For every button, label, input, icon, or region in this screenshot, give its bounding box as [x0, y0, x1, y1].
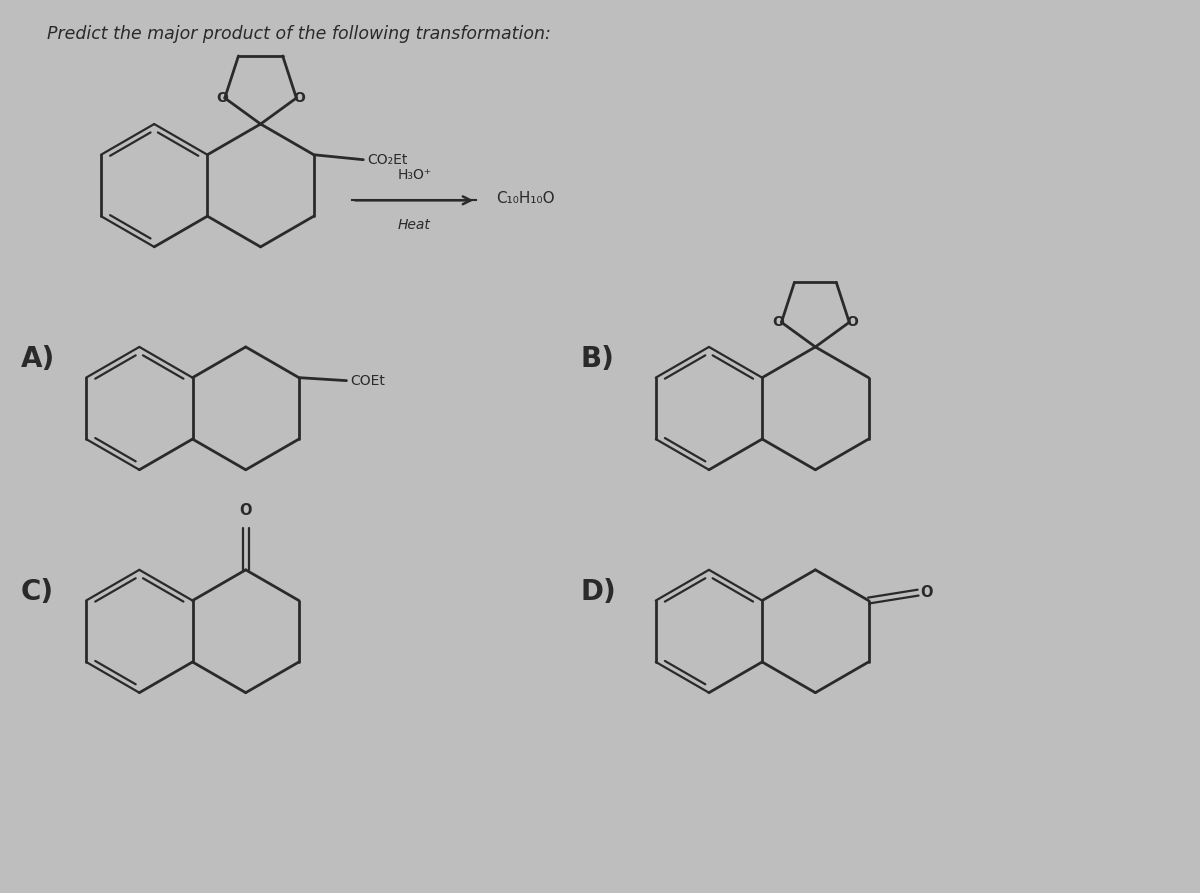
Text: Predict the major product of the following transformation:: Predict the major product of the followi…: [47, 25, 551, 43]
Text: H₃O⁺: H₃O⁺: [397, 169, 431, 182]
Text: CO₂Et: CO₂Et: [367, 153, 408, 167]
Text: C₁₀H₁₀O: C₁₀H₁₀O: [496, 191, 554, 206]
Text: O: O: [773, 315, 785, 330]
Text: O: O: [216, 91, 228, 105]
Text: O: O: [846, 315, 858, 330]
Text: Heat: Heat: [398, 218, 431, 232]
Text: C): C): [20, 578, 54, 605]
Text: COEt: COEt: [350, 373, 385, 388]
Text: O: O: [294, 91, 305, 105]
Text: O: O: [240, 504, 252, 518]
Text: B): B): [580, 345, 614, 372]
Text: D): D): [580, 578, 616, 605]
Text: A): A): [20, 345, 55, 372]
Text: O: O: [919, 585, 932, 600]
